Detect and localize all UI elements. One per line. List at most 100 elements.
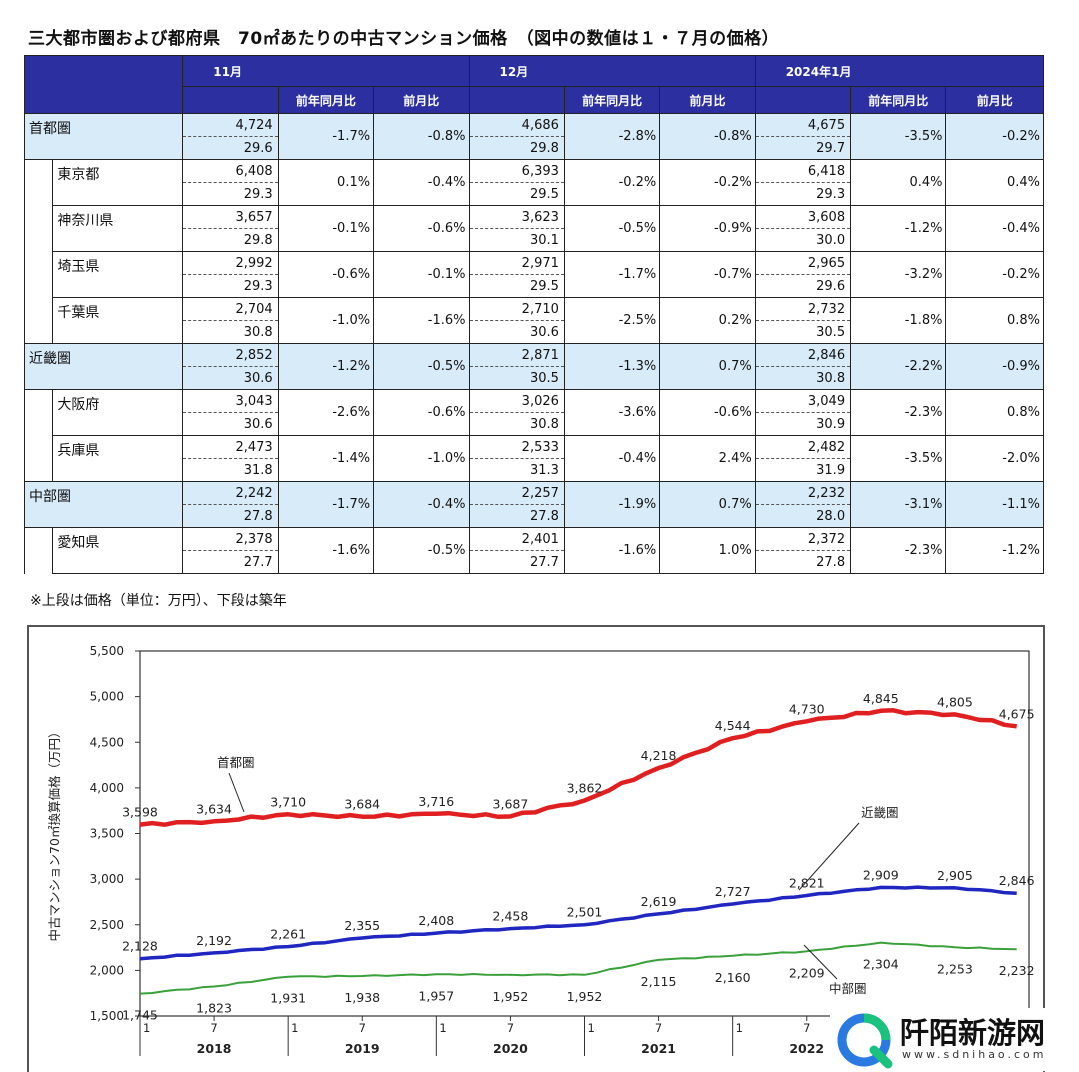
data-label: 2,909	[863, 867, 899, 882]
x-year-label: 2019	[345, 1041, 380, 1056]
price-value: 4,675	[754, 113, 852, 137]
mom-column-header: 前月比	[659, 86, 756, 114]
building-age-value: 30.8	[468, 412, 565, 436]
yoy-change: -3.1%	[850, 481, 947, 528]
price-value: 3,026	[468, 389, 565, 413]
data-label: 4,218	[641, 748, 677, 763]
month-header: 2024年1月	[754, 55, 1045, 87]
table-row-subline: 29.6 29.8 29.7	[25, 136, 1044, 160]
yoy-change: -2.6%	[277, 389, 375, 436]
price-column-header	[182, 86, 279, 114]
price-value: 2,871	[468, 343, 565, 367]
price-value: 2,372	[754, 527, 852, 551]
building-age-value: 30.5	[754, 320, 852, 344]
mom-change: -0.6%	[659, 389, 756, 436]
table-row: 近畿圏 2,852 -1.2% -0.5% 2,871 -1.3% 0.7% 2,846 -2.…	[23, 343, 1044, 390]
data-label: 3,687	[493, 796, 529, 811]
price-value: 2,378	[182, 527, 279, 551]
mom-change: -0.4%	[945, 205, 1044, 252]
data-label: 2,846	[999, 873, 1035, 888]
price-column-header	[754, 86, 852, 114]
price-value: 3,608	[754, 205, 852, 229]
y-tick-label: 1,500	[90, 1009, 124, 1023]
yoy-change: -3.6%	[563, 389, 661, 436]
yoy-change: -1.2%	[850, 205, 947, 252]
data-label: 2,232	[999, 963, 1035, 978]
region-name-cell: 兵庫県	[52, 435, 184, 482]
price-value: 3,049	[754, 389, 852, 413]
yoy-change: -1.7%	[563, 251, 661, 298]
data-label: 4,675	[999, 706, 1035, 721]
building-age-value: 29.6	[754, 274, 852, 298]
x-month-label: 7	[359, 1021, 366, 1035]
x-month-label: 7	[507, 1021, 514, 1035]
price-line-chart: 1,500 2,000 2,500 3,000 3,500 4,000 4,500 5,000…	[47, 644, 1035, 1056]
mom-change: -0.8%	[373, 113, 470, 160]
building-age-value: 29.3	[182, 182, 279, 206]
mom-change: -0.2%	[945, 113, 1044, 160]
yoy-change: -2.8%	[563, 113, 661, 160]
data-label: 2,501	[567, 905, 603, 920]
mom-change: -1.6%	[373, 297, 470, 344]
data-label: 2,408	[418, 913, 454, 928]
series-line	[139, 885, 1017, 961]
data-label: 3,710	[270, 794, 306, 809]
mom-change: -1.2%	[945, 527, 1044, 574]
mom-change: -2.0%	[945, 435, 1044, 482]
data-label: 3,716	[418, 794, 454, 809]
table-row-subline: 30.6 30.5 30.8	[25, 366, 1044, 390]
indent-cell	[23, 159, 54, 206]
mom-change: -0.4%	[373, 159, 470, 206]
price-value: 2,846	[754, 343, 852, 367]
mom-change: -0.9%	[945, 343, 1044, 390]
mom-change: -0.9%	[659, 205, 756, 252]
yoy-change: -1.6%	[563, 527, 661, 574]
yoy-change: -1.0%	[277, 297, 375, 344]
data-label: 1,952	[493, 989, 529, 1004]
x-year-label: 2021	[641, 1041, 676, 1056]
mom-change: -0.5%	[373, 343, 470, 390]
month-header: 12月	[468, 55, 756, 87]
data-label: 2,192	[196, 933, 232, 948]
region-name: 埼玉県	[57, 259, 100, 275]
indent-cell	[23, 527, 54, 574]
x-month-label: 7	[803, 1021, 810, 1035]
mom-change: -0.1%	[373, 251, 470, 298]
region-name: 神奈川県	[57, 213, 114, 229]
x-month-label: 1	[291, 1021, 298, 1035]
yoy-change: -2.3%	[850, 527, 947, 574]
mom-change: 2.4%	[659, 435, 756, 482]
mom-change: 0.7%	[659, 481, 756, 528]
region-name: 千葉県	[57, 305, 100, 321]
price-value: 4,724	[182, 113, 279, 137]
yoy-change: -2.5%	[563, 297, 661, 344]
building-age-value: 29.8	[468, 136, 565, 160]
mom-column-header: 前月比	[373, 86, 470, 114]
table-row-subline: 30.6 30.8 30.9	[25, 412, 1044, 436]
table-row: 神奈川県 3,657 -0.1% -0.6% 3,623 -0.5% -0.9% 3,608-…	[23, 205, 1044, 252]
table-row: 愛知県 2,378 -1.6% -0.5% 2,401 -1.6% 1.0% 2,372 -2.…	[23, 527, 1044, 574]
mom-column-header: 前月比	[945, 86, 1044, 114]
series-line	[139, 708, 1017, 827]
data-label: 2,115	[641, 974, 677, 989]
building-age-value: 30.8	[754, 366, 852, 390]
series-name-leader	[798, 822, 860, 891]
mom-change: -0.6%	[373, 389, 470, 436]
indent-cell	[23, 205, 54, 252]
building-age-value: 31.8	[182, 458, 279, 482]
series-name-label: 近畿圏	[861, 805, 899, 820]
data-label: 2,160	[715, 970, 751, 985]
data-label: 2,261	[270, 927, 306, 942]
region-name: 愛知県	[57, 535, 100, 551]
indent-cell	[23, 297, 54, 344]
building-age-value: 27.7	[182, 550, 279, 574]
data-label: 2,128	[122, 939, 158, 954]
table-row-subline: 29.3 29.5 29.3	[25, 182, 1044, 206]
y-tick-label: 5,500	[90, 644, 124, 658]
indent-cell	[23, 435, 54, 482]
price-value: 2,965	[754, 251, 852, 275]
mom-change: -0.2%	[659, 159, 756, 206]
data-label: 2,209	[789, 965, 825, 980]
x-month-label: 1	[588, 1021, 595, 1035]
building-age-value: 27.8	[754, 550, 852, 574]
